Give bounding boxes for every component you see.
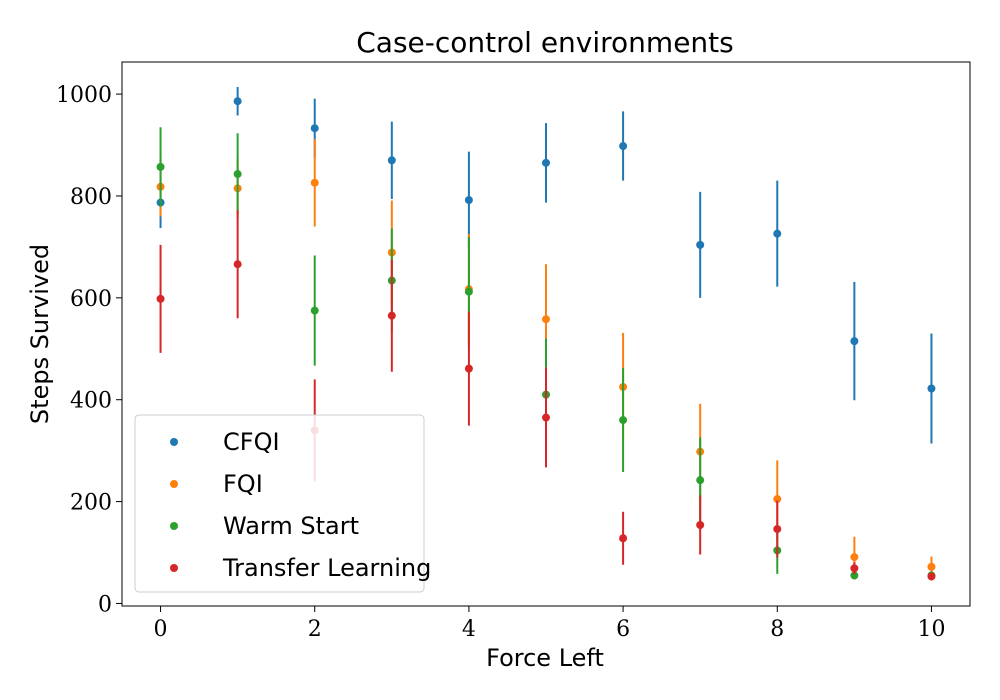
data-point — [773, 525, 782, 534]
legend: CFQI FQI Warm Start Transfer Learning — [134, 414, 431, 593]
data-point — [927, 384, 936, 393]
x-tick-label: 2 — [308, 617, 322, 642]
legend-marker — [170, 522, 178, 530]
data-point — [464, 287, 473, 296]
y-tick-label: 200 — [70, 491, 112, 516]
data-point — [542, 158, 550, 167]
legend-label: Transfer Learning — [222, 554, 431, 582]
data-point — [464, 196, 473, 205]
x-tick-label: 10 — [917, 617, 945, 642]
data-point — [233, 170, 242, 179]
legend-label: Warm Start — [223, 512, 359, 540]
legend-box — [134, 414, 425, 593]
y-tick-label: 1000 — [56, 83, 112, 108]
data-point — [387, 156, 396, 165]
data-point — [773, 495, 782, 504]
y-tick-label: 600 — [70, 287, 112, 312]
data-point — [850, 553, 859, 562]
data-point — [619, 534, 628, 543]
legend-label: CFQI — [223, 428, 280, 456]
data-point — [542, 315, 550, 324]
legend-label: FQI — [223, 470, 263, 498]
data-point — [696, 240, 705, 249]
plot-frame — [121, 61, 971, 607]
data-point — [310, 124, 319, 133]
chart-title: Case-control environments — [356, 26, 734, 59]
data-point — [156, 162, 165, 171]
data-point — [850, 337, 859, 346]
data-point — [850, 564, 859, 573]
data-point — [696, 476, 705, 485]
data-point — [927, 562, 936, 571]
legend-marker — [170, 564, 178, 572]
data-point — [619, 416, 628, 425]
data-point — [850, 571, 859, 580]
data-point — [233, 97, 242, 106]
y-axis-label: Steps Survived — [26, 244, 54, 424]
data-point — [387, 311, 396, 320]
data-point — [156, 294, 165, 303]
x-tick-label: 4 — [462, 617, 476, 642]
y-tick-label: 800 — [70, 185, 112, 210]
data-point — [773, 229, 782, 238]
data-point — [310, 306, 319, 315]
y-tick-label: 0 — [98, 592, 112, 617]
y-tick-label: 400 — [70, 389, 112, 414]
data-point — [464, 364, 473, 373]
data-point — [696, 521, 705, 530]
chart-marks — [156, 86, 936, 581]
legend-marker — [170, 480, 178, 488]
x-tick-label: 8 — [770, 617, 784, 642]
x-tick-label: 6 — [616, 617, 630, 642]
data-point — [233, 260, 242, 269]
data-point — [927, 572, 936, 581]
legend-marker — [170, 438, 178, 446]
data-point — [619, 142, 628, 151]
axis-ticks: 0 2 4 6 8 10 0 200 400 600 800 1000 — [56, 83, 945, 642]
data-point — [310, 178, 319, 187]
x-axis-label: Force Left — [486, 644, 604, 672]
data-point — [542, 413, 550, 422]
x-tick-label: 0 — [154, 617, 168, 642]
